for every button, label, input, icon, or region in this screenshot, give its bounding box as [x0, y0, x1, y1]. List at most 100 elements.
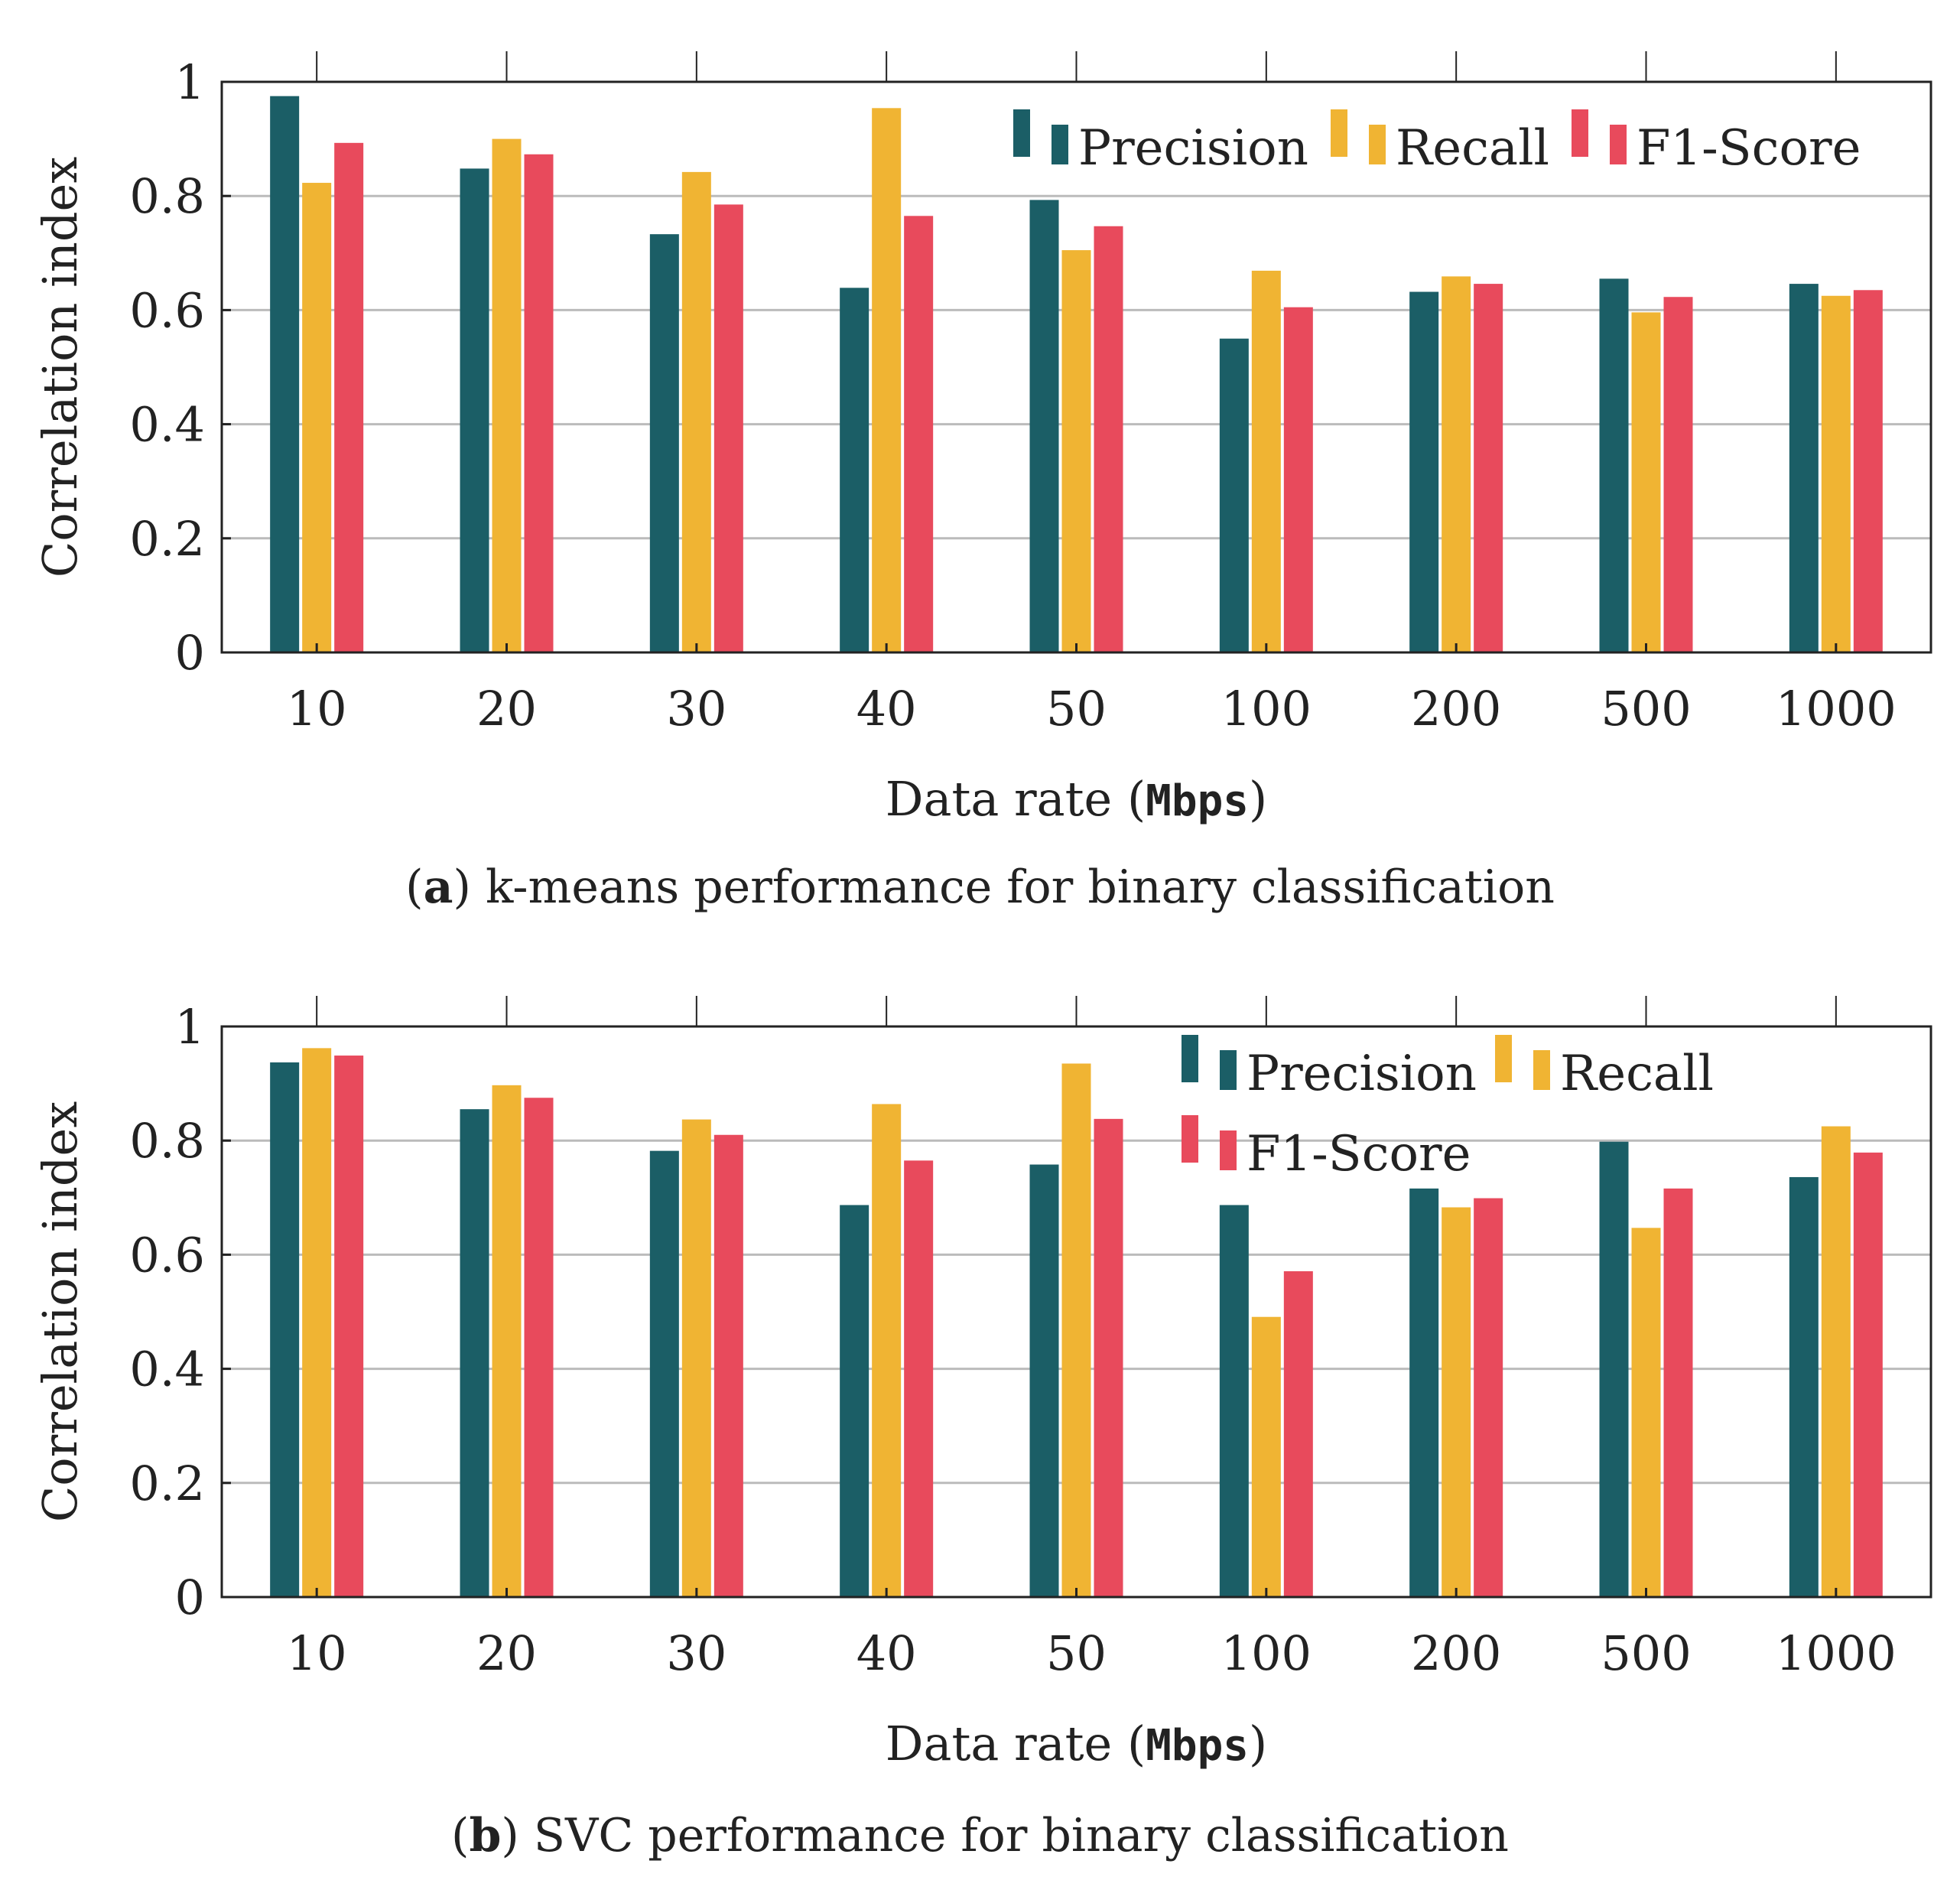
legend-swatch-f1-score [1182, 1115, 1198, 1163]
y-tick-label: 0.2 [129, 511, 205, 567]
bar-precision-200 [1409, 1188, 1439, 1597]
x-tick-label: 20 [476, 1625, 537, 1681]
legend-swatch-f1-score [1220, 1130, 1237, 1170]
y-axis-label: Correlation index [32, 1101, 88, 1522]
bar-precision-200 [1409, 291, 1439, 652]
bar-precision-500 [1599, 278, 1629, 652]
x-axis-label-unit: Mbps [1146, 1721, 1249, 1771]
y-tick-label: 0.6 [129, 1227, 205, 1283]
x-tick-label: 10 [287, 1625, 347, 1681]
bar-f1-score-40 [904, 216, 934, 652]
bar-precision-1000 [1789, 284, 1819, 652]
bar-precision-1000 [1789, 1176, 1819, 1597]
y-tick-label: 0 [175, 625, 205, 681]
bar-recall-1000 [1821, 1126, 1851, 1597]
legend-swatch-precision [1220, 1050, 1237, 1090]
x-axis-label-text: Data rate ( [886, 771, 1146, 827]
x-axis-label-close: ) [1249, 1716, 1267, 1771]
x-tick-label: 100 [1221, 681, 1312, 737]
legend-swatch-recall [1533, 1050, 1550, 1090]
bar-recall-10 [302, 1048, 332, 1597]
bar-recall-200 [1442, 1207, 1471, 1597]
caption-a-text: k-means performance for binary classific… [485, 860, 1555, 914]
x-tick-label: 500 [1601, 1625, 1691, 1681]
x-axis-label-text: Data rate ( [886, 1716, 1146, 1771]
caption-b: (b) SVC performance for binary classific… [451, 1809, 1509, 1862]
y-tick-label: 0.6 [129, 282, 205, 338]
x-axis-label-unit: Mbps [1146, 776, 1249, 826]
x-tick-label: 10 [287, 681, 347, 737]
x-tick-label: 50 [1046, 1625, 1107, 1681]
legend-swatch-f1-score [1572, 109, 1588, 157]
bar-recall-200 [1442, 276, 1471, 652]
bar-precision-40 [840, 1205, 869, 1597]
bar-f1-score-10 [334, 1056, 364, 1597]
bar-f1-score-50 [1094, 226, 1123, 652]
legend-swatch-recall [1331, 109, 1347, 157]
x-tick-label: 1000 [1776, 681, 1897, 737]
y-tick-label: 0 [175, 1570, 205, 1625]
caption-b-label: b [469, 1809, 502, 1862]
bar-precision-10 [270, 96, 300, 652]
y-tick-label: 0.8 [129, 1113, 205, 1169]
bar-recall-100 [1251, 1316, 1281, 1597]
caption-a-label: a [423, 860, 453, 914]
legend-swatch-recall [1369, 125, 1386, 164]
caption-a: (a) k-means performance for binary class… [405, 860, 1555, 914]
x-tick-label: 200 [1411, 681, 1501, 737]
x-tick-label: 30 [666, 1625, 726, 1681]
bar-f1-score-50 [1094, 1118, 1123, 1597]
x-axis-label: Data rate (Mbps) [886, 771, 1267, 827]
bar-recall-40 [872, 108, 902, 653]
bar-f1-score-40 [904, 1160, 934, 1597]
legend-label-recall: Recall [1560, 1046, 1714, 1102]
bar-recall-30 [681, 171, 711, 653]
bar-recall-20 [492, 138, 522, 653]
y-axis-label: Correlation index [32, 157, 88, 577]
bar-precision-20 [460, 1109, 489, 1597]
bar-f1-score-20 [524, 1098, 554, 1597]
panel-a: 10 20 30 40 50 100 200 500 1000 0 0.2 0.4 0.6 0.8 1 Dat… [32, 51, 1932, 914]
legend-swatch-f1-score [1610, 125, 1627, 164]
x-tick-label: 50 [1046, 681, 1107, 737]
bar-precision-40 [840, 288, 869, 652]
bar-precision-50 [1029, 1164, 1059, 1597]
y-tick-label: 1 [175, 999, 205, 1055]
bar-f1-score-1000 [1853, 290, 1883, 652]
legend-label-f1-score: F1-Score [1637, 120, 1861, 177]
bar-f1-score-200 [1474, 1198, 1503, 1597]
x-tick-label: 200 [1411, 1625, 1501, 1681]
bar-recall-500 [1631, 1228, 1661, 1597]
bar-f1-score-100 [1283, 307, 1313, 652]
bar-recall-500 [1631, 312, 1661, 652]
bar-recall-10 [302, 183, 332, 653]
bar-recall-20 [492, 1085, 522, 1597]
bar-f1-score-30 [713, 1134, 743, 1597]
bar-f1-score-500 [1663, 1188, 1693, 1597]
bar-recall-50 [1061, 1063, 1091, 1597]
bar-precision-20 [460, 168, 489, 653]
bar-precision-50 [1029, 200, 1059, 652]
bar-recall-50 [1061, 250, 1091, 652]
bar-precision-10 [270, 1062, 300, 1597]
x-tick-label: 30 [666, 681, 726, 737]
x-axis-label: Data rate (Mbps) [886, 1716, 1267, 1771]
x-tick-label: 40 [856, 681, 917, 737]
x-tick-label: 40 [856, 1625, 917, 1681]
legend-swatch-precision [1182, 1035, 1198, 1082]
bar-precision-30 [649, 1150, 679, 1597]
bar-precision-100 [1219, 1205, 1249, 1597]
y-tick-label: 0.4 [129, 397, 205, 453]
bar-f1-score-1000 [1853, 1152, 1883, 1597]
bar-precision-30 [649, 234, 679, 652]
y-tick-label: 0.4 [129, 1342, 205, 1397]
bar-precision-100 [1219, 338, 1249, 652]
y-tick-label: 1 [175, 54, 205, 110]
legend-label-precision: Precision [1247, 1046, 1477, 1102]
caption-b-text: SVC performance for binary classificatio… [533, 1809, 1509, 1862]
legend-swatch-recall [1495, 1035, 1512, 1082]
legend-swatch-precision [1052, 125, 1068, 164]
bar-f1-score-500 [1663, 297, 1693, 652]
bar-recall-1000 [1821, 295, 1851, 652]
y-tick-label: 0.8 [129, 168, 205, 224]
